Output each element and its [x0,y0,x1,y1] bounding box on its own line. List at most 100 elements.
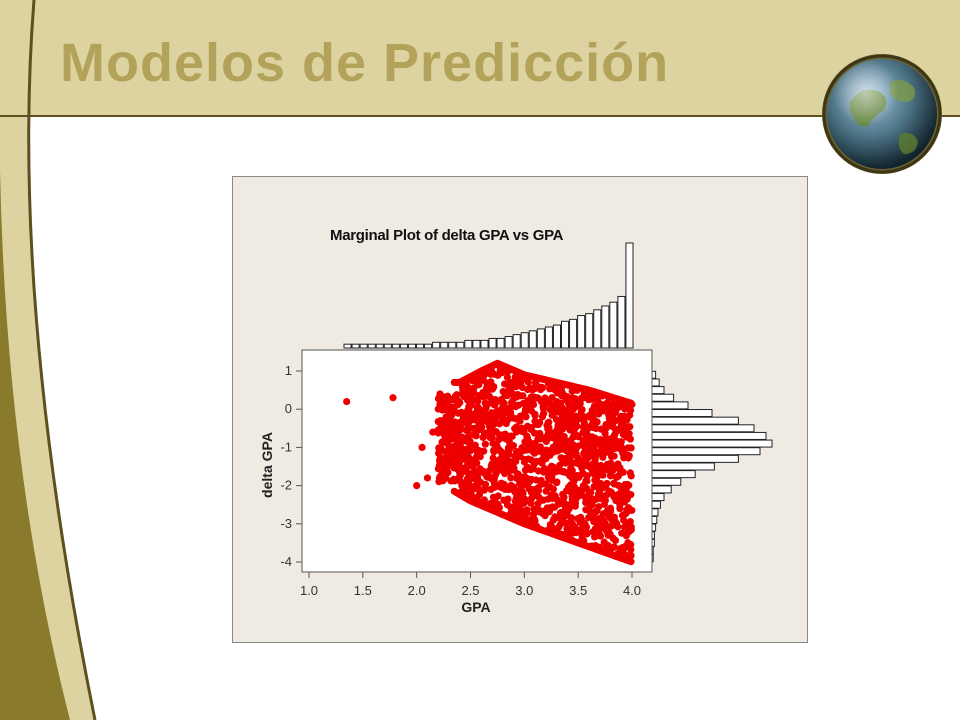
x-histogram-bar [617,295,626,349]
scatter-point [625,452,633,460]
scatter-point [573,432,582,440]
scatter-point [554,440,562,448]
scatter-point [577,414,585,422]
x-histogram-bar [585,313,594,349]
scatter-point [492,413,501,421]
scatter-point [544,473,552,481]
scatter-point [474,476,482,484]
scatter-point [467,401,475,409]
scatter-point [466,475,474,484]
scatter-point [614,438,622,446]
scatter-point [470,384,478,392]
scatter-point [423,474,432,482]
scatter-point [550,433,558,442]
scatter-point [562,396,570,404]
scatter-point [588,495,597,503]
scatter-point [512,383,520,391]
scatter-point [577,407,585,416]
scatter-point [606,448,614,457]
scatter-point [533,394,541,402]
x-tick-label: 4.0 [623,583,641,598]
scatter-point [536,443,544,451]
scatter-point [450,464,458,472]
scatter-point [595,529,603,537]
x-tick-label: 3.0 [515,583,533,598]
x-tick-label: 1.0 [300,583,318,598]
y-histogram-bar [651,470,696,479]
y-tick-label: -1 [280,439,292,454]
scatter-point [553,408,561,416]
slide-title: Modelos de Predicción [60,33,670,93]
y-histogram-bar [651,508,659,517]
scatter-point [481,440,489,448]
x-histogram-bar [416,343,425,349]
scatter-point [586,463,594,471]
scatter-point [471,459,480,467]
scatter-point [499,387,507,396]
scatter-point [522,413,530,421]
y-histogram-bar [651,416,739,425]
scatter-point [451,392,460,400]
scatter-point [445,427,453,435]
y-histogram-bar [651,386,665,395]
x-axis-label: GPA [461,599,490,615]
scatter-point [606,504,615,512]
x-histogram-bar [552,324,562,349]
y-histogram-bar [651,485,672,494]
y-histogram-bar [651,447,761,456]
scatter-point [552,416,561,424]
scatter-point [446,421,454,429]
scatter-point [609,534,617,542]
scatter-point [546,483,554,491]
x-histogram-bar [601,305,610,349]
scatter-point [556,520,565,528]
scatter-point [531,411,539,420]
scatter-point [527,499,535,507]
scatter-point [626,411,634,419]
scatter-point [628,506,636,514]
scatter-point [518,444,526,452]
x-histogram-bar [383,343,392,349]
scatter-point [540,401,548,409]
scatter-point [484,391,493,399]
scatter-point [568,495,576,503]
scatter-point [457,421,465,429]
scatter-point [543,504,551,512]
scatter-point [488,433,496,442]
x-tick-label: 2.0 [408,583,426,598]
scatter-point [623,529,632,537]
scatter-point [523,509,531,517]
scatter-point [429,428,437,436]
scatter-point [494,500,502,508]
scatter-point [503,373,511,381]
scatter-point [490,420,498,428]
sidebar-curve-line [27,0,97,720]
x-histogram-bar [367,343,376,349]
scatter-point [484,473,492,481]
scatter-point [494,492,502,500]
scatter-point [590,447,598,456]
scatter-point [530,429,539,437]
scatter-point [546,385,554,393]
scatter-point [434,429,442,437]
x-tick-label: 1.5 [354,583,372,598]
scatter-point [540,464,549,473]
scatter-point [599,510,608,518]
scatter-point [567,488,575,496]
scatter-point [464,438,472,446]
x-histogram-bar [609,301,618,349]
scatter-point [435,449,443,457]
scatter-point [618,425,626,434]
scatter-point [609,433,618,441]
scatter-point [530,449,539,457]
scatter-point [456,478,465,486]
scatter-point [619,546,627,555]
scatter-point [591,417,599,425]
scatter-point [473,447,481,456]
y-histogram-bar [651,409,713,418]
scatter-point [558,416,566,424]
scatter-point [441,435,449,443]
scatter-point [621,405,629,413]
scatter-point [601,496,609,505]
x-histogram-bar [488,337,497,349]
